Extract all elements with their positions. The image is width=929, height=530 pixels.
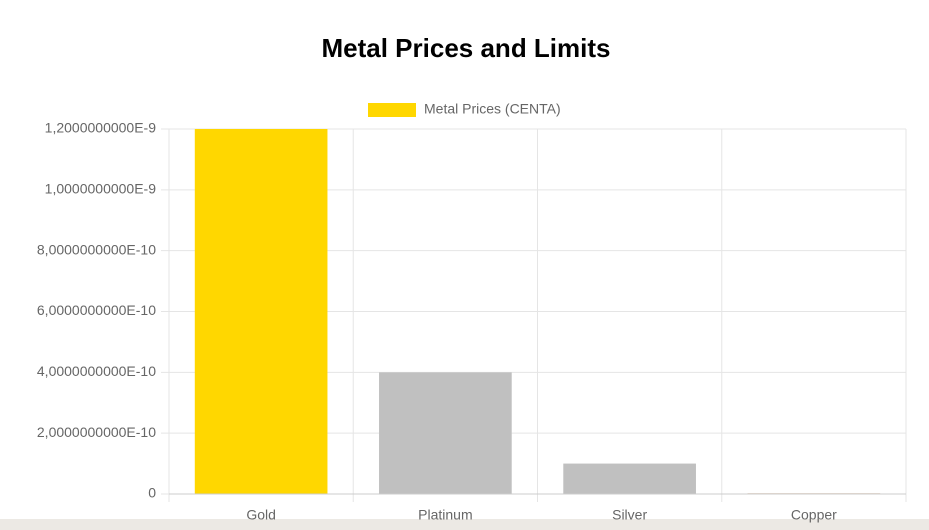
bar bbox=[379, 372, 512, 494]
y-tick-label: 4,0000000000E-10 bbox=[37, 363, 156, 379]
bar bbox=[563, 463, 696, 494]
chart-title: Metal Prices and Limits bbox=[322, 33, 611, 63]
x-tick-label: Copper bbox=[791, 507, 837, 523]
bar bbox=[194, 129, 328, 494]
y-tick-label: 1,2000000000E-9 bbox=[45, 120, 157, 136]
x-tick-label: Platinum bbox=[418, 507, 472, 523]
y-tick-label: 6,0000000000E-10 bbox=[37, 302, 156, 318]
legend-swatch bbox=[368, 103, 416, 117]
legend-label: Metal Prices (CENTA) bbox=[424, 101, 561, 117]
y-tick-label: 0 bbox=[148, 485, 156, 501]
page-footer-strip bbox=[0, 519, 929, 530]
y-tick-label: 1,0000000000E-9 bbox=[45, 181, 157, 197]
x-tick-label: Gold bbox=[246, 507, 276, 523]
y-tick-label: 2,0000000000E-10 bbox=[37, 424, 156, 440]
x-tick-label: Silver bbox=[612, 507, 647, 523]
y-tick-label: 8,0000000000E-10 bbox=[37, 241, 156, 257]
